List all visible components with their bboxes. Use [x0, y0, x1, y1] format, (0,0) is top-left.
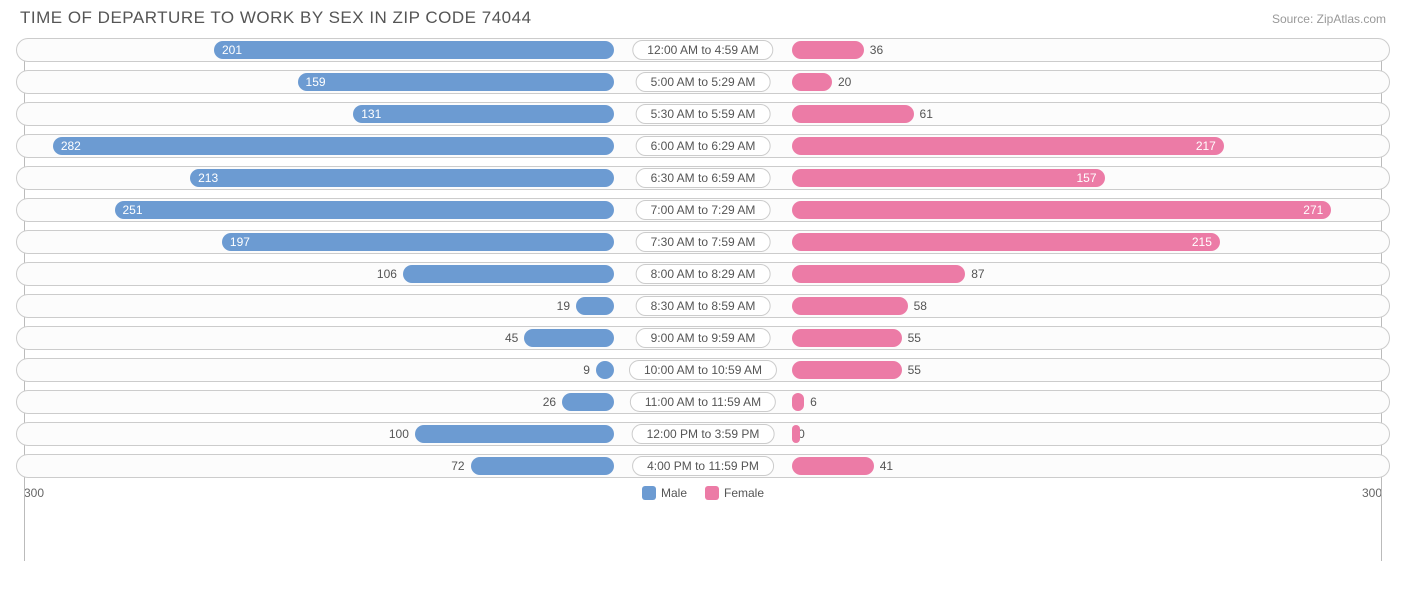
bar-row: 197 215 7:30 AM to 7:59 AM — [16, 230, 1390, 254]
female-bar — [792, 425, 800, 443]
row-category-label: 8:00 AM to 8:29 AM — [636, 264, 771, 284]
male-bar: 197 — [222, 233, 614, 251]
male-bar — [576, 297, 614, 315]
legend: Male Female — [642, 486, 764, 500]
bar-row: 159 20 5:00 AM to 5:29 AM — [16, 70, 1390, 94]
row-category-label: 6:00 AM to 6:29 AM — [636, 136, 771, 156]
female-value: 20 — [832, 71, 851, 93]
female-bar — [792, 393, 804, 411]
male-bar — [562, 393, 614, 411]
female-bar — [792, 265, 965, 283]
male-value: 45 — [505, 327, 524, 349]
male-value: 72 — [451, 455, 470, 477]
male-bar — [471, 457, 614, 475]
row-category-label: 8:30 AM to 8:59 AM — [636, 296, 771, 316]
male-bar: 201 — [214, 41, 614, 59]
row-category-label: 7:00 AM to 7:29 AM — [636, 200, 771, 220]
female-value: 58 — [908, 295, 927, 317]
male-value: 19 — [557, 295, 576, 317]
bar-row: 131 61 5:30 AM to 5:59 AM — [16, 102, 1390, 126]
chart-header: TIME OF DEPARTURE TO WORK BY SEX IN ZIP … — [16, 8, 1390, 28]
female-bar — [792, 329, 901, 347]
male-bar: 251 — [115, 201, 614, 219]
male-bar: 282 — [53, 137, 614, 155]
chart-source: Source: ZipAtlas.com — [1272, 12, 1386, 26]
row-category-label: 7:30 AM to 7:59 AM — [636, 232, 771, 252]
female-value: 6 — [804, 391, 817, 413]
female-value: 55 — [902, 359, 921, 381]
row-category-label: 5:30 AM to 5:59 AM — [636, 104, 771, 124]
male-bar: 131 — [353, 105, 614, 123]
male-bar — [415, 425, 614, 443]
female-bar — [792, 297, 907, 315]
row-category-label: 11:00 AM to 11:59 AM — [630, 392, 776, 412]
bar-row: 201 36 12:00 AM to 4:59 AM — [16, 38, 1390, 62]
chart-title: TIME OF DEPARTURE TO WORK BY SEX IN ZIP … — [20, 8, 532, 28]
legend-male: Male — [642, 486, 687, 500]
female-bar: 215 — [792, 233, 1220, 251]
female-value: 36 — [864, 39, 883, 61]
bar-row: 213 157 6:30 AM to 6:59 AM — [16, 166, 1390, 190]
male-bar — [524, 329, 614, 347]
bar-row: 106 87 8:00 AM to 8:29 AM — [16, 262, 1390, 286]
female-bar: 271 — [792, 201, 1331, 219]
chart-footer: 300 Male Female 300 — [16, 486, 1390, 500]
male-value: 100 — [389, 423, 415, 445]
bar-row: 19 58 8:30 AM to 8:59 AM — [16, 294, 1390, 318]
bar-row: 72 41 4:00 PM to 11:59 PM — [16, 454, 1390, 478]
male-bar — [596, 361, 614, 379]
row-category-label: 12:00 PM to 3:59 PM — [632, 424, 775, 444]
legend-male-label: Male — [661, 486, 687, 500]
bar-row: 282 217 6:00 AM to 6:29 AM — [16, 134, 1390, 158]
legend-female: Female — [705, 486, 764, 500]
male-bar: 213 — [190, 169, 614, 187]
female-value: 55 — [902, 327, 921, 349]
row-category-label: 10:00 AM to 10:59 AM — [629, 360, 777, 380]
male-bar: 159 — [298, 73, 614, 91]
female-value: 61 — [914, 103, 933, 125]
female-value: 41 — [874, 455, 893, 477]
male-value: 106 — [377, 263, 403, 285]
female-bar: 217 — [792, 137, 1224, 155]
legend-male-swatch — [642, 486, 656, 500]
female-bar — [792, 457, 874, 475]
row-category-label: 6:30 AM to 6:59 AM — [636, 168, 771, 188]
female-bar — [792, 73, 832, 91]
bar-row: 26 6 11:00 AM to 11:59 AM — [16, 390, 1390, 414]
legend-female-label: Female — [724, 486, 764, 500]
female-bar — [792, 41, 864, 59]
male-value: 9 — [583, 359, 596, 381]
bar-row: 45 55 9:00 AM to 9:59 AM — [16, 326, 1390, 350]
diverging-bar-chart: 201 36 12:00 AM to 4:59 AM 159 20 5:00 AM to … — [16, 38, 1390, 478]
bar-row: 100012:00 PM to 3:59 PM — [16, 422, 1390, 446]
axis-max-right: 300 — [1362, 486, 1382, 500]
axis-max-left: 300 — [24, 486, 44, 500]
bar-row: 251 271 7:00 AM to 7:29 AM — [16, 198, 1390, 222]
female-bar — [792, 361, 901, 379]
row-category-label: 4:00 PM to 11:59 PM — [632, 456, 774, 476]
legend-female-swatch — [705, 486, 719, 500]
female-value: 87 — [965, 263, 984, 285]
bar-row: 9 55 10:00 AM to 10:59 AM — [16, 358, 1390, 382]
female-bar: 157 — [792, 169, 1104, 187]
female-bar — [792, 105, 913, 123]
male-bar — [403, 265, 614, 283]
row-category-label: 9:00 AM to 9:59 AM — [636, 328, 771, 348]
male-value: 26 — [543, 391, 562, 413]
row-category-label: 12:00 AM to 4:59 AM — [632, 40, 773, 60]
row-category-label: 5:00 AM to 5:29 AM — [636, 72, 771, 92]
